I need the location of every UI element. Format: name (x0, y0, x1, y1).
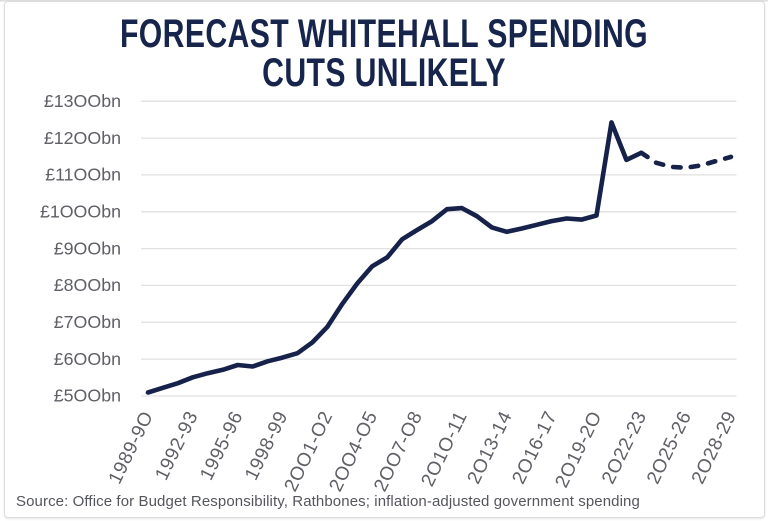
svg-text:£9OObn: £9OObn (54, 238, 121, 258)
svg-text:£13OObn: £13OObn (44, 91, 121, 111)
svg-text:£12OObn: £12OObn (44, 128, 121, 148)
svg-text:£6OObn: £6OObn (54, 349, 121, 369)
svg-text:£5OObn: £5OObn (54, 386, 121, 406)
svg-text:£11OObn: £11OObn (45, 165, 121, 185)
svg-text:1989-9O: 1989-9O (105, 408, 158, 487)
svg-text:1998-99: 1998-99 (241, 408, 292, 484)
svg-text:£8OObn: £8OObn (54, 275, 121, 295)
svg-text:£1OOObn: £1OOObn (40, 201, 121, 221)
svg-text:2O28-29: 2O28-29 (688, 408, 741, 487)
svg-text:1992-93: 1992-93 (152, 408, 203, 484)
svg-text:£7OObn: £7OObn (54, 312, 121, 332)
svg-text:1995-96: 1995-96 (196, 408, 247, 484)
